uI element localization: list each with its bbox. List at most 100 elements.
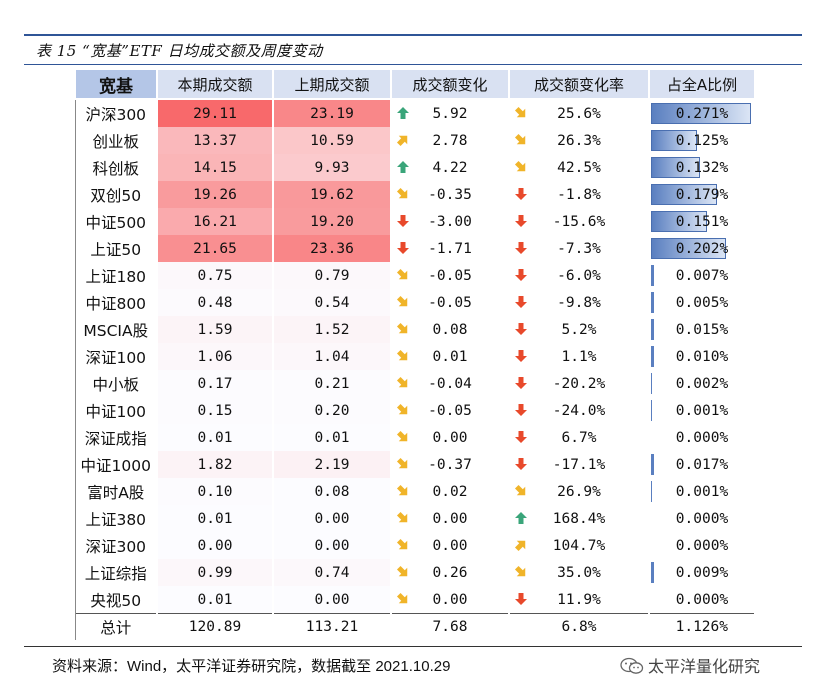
row-previous: 23.19 (272, 99, 392, 127)
row-previous: 0.00 (272, 505, 392, 532)
row-rate-cell: 11.9% (508, 586, 650, 614)
row-previous: 9.93 (272, 154, 392, 181)
row-name: 央视50 (74, 586, 158, 614)
row-previous: 0.00 (272, 532, 392, 559)
row-rate: 5.2% (561, 321, 597, 338)
share-bar (651, 103, 751, 124)
arrow-down-icon (514, 214, 528, 228)
row-share: 0.000% (675, 591, 729, 608)
row-current: 1.82 (156, 451, 274, 478)
row-share-cell: 0.271% (648, 99, 756, 127)
row-current: 29.11 (156, 99, 274, 127)
share-bar (651, 130, 697, 151)
table-row: 双创50 19.26 19.62 -0.35 -1.8% 0.179% (74, 181, 756, 208)
table-title: 表 15 “宽基”ETF 日均成交额及周度变动 (36, 42, 323, 60)
arrow-down-right-icon (514, 160, 528, 174)
row-share-cell: 0.179% (648, 181, 756, 208)
table-row: 深证300 0.00 0.00 0.00 104.7% 0.000% (74, 532, 756, 559)
row-change: 0.08 (432, 321, 468, 338)
table-row: 深证100 1.06 1.04 0.01 1.1% 0.010% (74, 343, 756, 370)
row-share-cell: 0.015% (648, 316, 756, 343)
header-previous: 上期成交额 (272, 70, 392, 100)
header-rate: 成交额变化率 (508, 70, 650, 100)
row-change: 0.00 (432, 510, 468, 527)
row-previous: 1.52 (272, 316, 392, 343)
row-current: 1.59 (156, 316, 274, 343)
row-share-cell: 0.009% (648, 559, 756, 586)
row-previous: 0.01 (272, 424, 392, 451)
table-row: 富时A股 0.10 0.08 0.02 26.9% 0.001% (74, 478, 756, 505)
arrow-down-icon (514, 430, 528, 444)
header-current: 本期成交额 (156, 70, 274, 100)
row-share: 0.001% (675, 483, 729, 500)
total-current: 120.89 (156, 613, 274, 640)
arrow-down-right-icon (396, 376, 410, 390)
arrow-down-right-icon (514, 484, 528, 498)
title-bar: 表 15 “宽基”ETF 日均成交额及周度变动 (24, 34, 802, 65)
table-row: 中证800 0.48 0.54 -0.05 -9.8% 0.005% (74, 289, 756, 316)
table-row: 上证50 21.65 23.36 -1.71 -7.3% 0.202% (74, 235, 756, 262)
row-name: 沪深300 (74, 99, 158, 127)
arrow-down-icon (514, 457, 528, 471)
row-name: MSCIA股 (74, 316, 158, 343)
row-name: 上证380 (74, 505, 158, 532)
row-rate: -17.1% (552, 456, 606, 473)
arrow-up-icon (396, 106, 410, 120)
arrow-down-icon (514, 376, 528, 390)
arrow-down-right-icon (396, 187, 410, 201)
header-share: 占全A比例 (648, 70, 756, 100)
row-previous: 0.20 (272, 397, 392, 424)
table-row: 科创板 14.15 9.93 4.22 42.5% 0.132% (74, 154, 756, 181)
row-change-cell: 0.02 (390, 478, 510, 505)
row-current: 21.65 (156, 235, 274, 262)
row-rate-cell: 5.2% (508, 316, 650, 343)
row-change-cell: -3.00 (390, 208, 510, 235)
row-rate: -24.0% (552, 402, 606, 419)
row-share-cell: 0.000% (648, 532, 756, 559)
row-change-cell: -0.37 (390, 451, 510, 478)
row-share-cell: 0.000% (648, 586, 756, 614)
row-current: 0.00 (156, 532, 274, 559)
row-change-cell: 5.92 (390, 99, 510, 127)
etf-turnover-table: 宽基 本期成交额 上期成交额 成交额变化 成交额变化率 占全A比例 沪深300 2… (74, 70, 756, 640)
row-change: -0.35 (428, 186, 472, 203)
row-rate-cell: -24.0% (508, 397, 650, 424)
row-previous: 23.36 (272, 235, 392, 262)
row-previous: 10.59 (272, 127, 392, 154)
row-rate-cell: -20.2% (508, 370, 650, 397)
row-current: 14.15 (156, 154, 274, 181)
arrow-down-right-icon (396, 322, 410, 336)
row-share: 0.151% (675, 213, 729, 230)
arrow-down-right-icon (396, 484, 410, 498)
row-previous: 0.21 (272, 370, 392, 397)
row-previous: 0.08 (272, 478, 392, 505)
row-change: 0.00 (432, 537, 468, 554)
row-share: 0.271% (675, 105, 729, 122)
row-previous: 0.00 (272, 586, 392, 614)
row-change: 0.00 (432, 429, 468, 446)
row-rate: 25.6% (557, 105, 601, 122)
row-previous: 0.54 (272, 289, 392, 316)
row-share-cell: 0.151% (648, 208, 756, 235)
table-row: MSCIA股 1.59 1.52 0.08 5.2% 0.015% (74, 316, 756, 343)
arrow-down-icon (514, 187, 528, 201)
arrow-up-icon (514, 511, 528, 525)
row-change-cell: -0.04 (390, 370, 510, 397)
row-change: 5.92 (432, 105, 468, 122)
row-share-cell: 0.000% (648, 424, 756, 451)
row-change-cell: -1.71 (390, 235, 510, 262)
row-share: 0.000% (675, 537, 729, 554)
arrow-down-right-icon (396, 538, 410, 552)
row-change-cell: 0.00 (390, 424, 510, 451)
row-previous: 19.62 (272, 181, 392, 208)
row-rate: -1.8% (557, 186, 601, 203)
row-rate: 6.7% (561, 429, 597, 446)
row-rate-cell: 104.7% (508, 532, 650, 559)
row-current: 0.48 (156, 289, 274, 316)
row-change: 0.00 (432, 591, 468, 608)
row-previous: 0.79 (272, 262, 392, 289)
arrow-down-right-icon (514, 106, 528, 120)
row-rate: 104.7% (552, 537, 606, 554)
arrow-down-right-icon (396, 430, 410, 444)
table-row: 沪深300 29.11 23.19 5.92 25.6% 0.271% (74, 99, 756, 127)
